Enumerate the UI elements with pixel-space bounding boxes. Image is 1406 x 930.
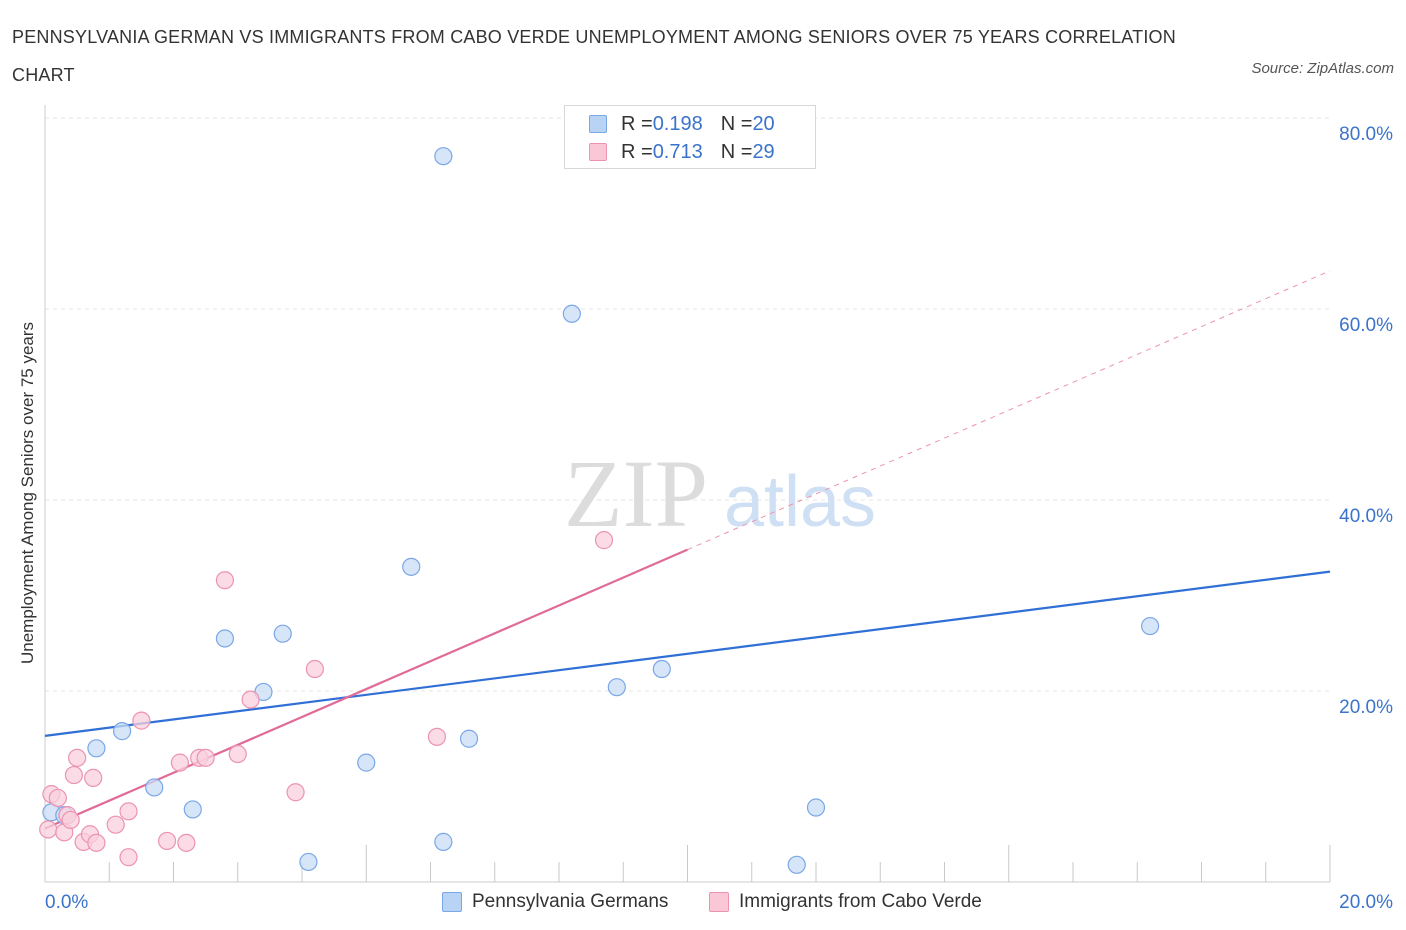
data-point-pennsylvania-germans [145,778,164,797]
data-point-cabo-verde [427,727,447,746]
trend-line-pennsylvania-germans [44,570,1331,737]
legend-swatch-pink [589,143,607,161]
watermark: ZIP atlas [564,440,876,547]
source-label: Source: ZipAtlas.com [1251,60,1394,77]
data-point-cabo-verde [64,765,84,785]
data-point-pennsylvania-germans [434,832,453,851]
data-point-cabo-verde [132,711,151,730]
data-point-pennsylvania-germans [357,753,376,772]
trend-lines [44,270,1331,830]
legend-label: Pennsylvania Germans [472,891,669,912]
tick-labels: 20.0% 40.0% 60.0% 80.0% 0.0% 20.0% [45,124,1393,913]
n-value: 29 [752,140,775,163]
data-point-cabo-verde [39,820,58,839]
data-points [39,147,1160,874]
data-point-cabo-verde [106,815,125,834]
gridlines [45,117,1330,692]
data-point-pennsylvania-germans [299,852,318,872]
n-label: N = [720,112,753,135]
x-tick-label-min: 0.0% [45,892,88,913]
n-value: 20 [752,112,775,135]
legend-item-pennsylvania-germans: Pennsylvania Germans [442,889,668,915]
data-point-cabo-verde [87,833,106,852]
y-tick-label: 40.0% [1339,506,1393,527]
data-point-pennsylvania-germans [112,722,132,741]
legend-row-pennsylvania: R = 0.198 N = 20 [589,112,775,136]
watermark-zip: ZIP [564,440,708,547]
r-value: 0.198 [652,112,703,135]
r-label: R = [621,140,653,163]
data-point-pennsylvania-germans [434,147,453,166]
legend-label: Immigrants from Cabo Verde [739,891,982,912]
r-value: 0.713 [652,140,703,163]
data-point-pennsylvania-germans [562,304,581,323]
trend-extension-cabo-verde [687,270,1331,551]
axes [44,105,1331,883]
data-point-cabo-verde [215,571,234,590]
legend-swatch-pink [709,892,729,912]
y-tick-label: 60.0% [1339,315,1393,336]
data-point-cabo-verde [157,831,177,851]
data-point-cabo-verde [241,690,260,709]
data-point-pennsylvania-germans [215,629,234,648]
y-tick-label: 20.0% [1339,697,1393,718]
data-point-cabo-verde [170,753,190,772]
legend-swatch-blue [442,892,462,912]
legend-row-cabo-verde: R = 0.713 N = 29 [589,140,775,164]
data-point-pennsylvania-germans [652,659,671,679]
legend-swatch-blue [589,115,607,133]
data-point-pennsylvania-germans [806,798,826,817]
data-point-cabo-verde [177,833,196,852]
data-point-pennsylvania-germans [183,800,202,819]
watermark-atlas: atlas [724,462,876,542]
y-tick-label: 80.0% [1339,124,1393,145]
data-point-cabo-verde [84,768,103,788]
data-point-pennsylvania-germans [787,855,806,874]
data-point-cabo-verde [228,744,247,764]
data-point-pennsylvania-germans [402,557,421,576]
data-point-cabo-verde [286,783,305,802]
data-point-cabo-verde [305,659,324,679]
data-point-cabo-verde [594,531,614,550]
n-label: N = [720,140,753,163]
chart-title: PENNSYLVANIA GERMAN VS IMMIGRANTS FROM C… [12,27,1176,85]
data-point-cabo-verde [48,788,67,808]
trend-line-cabo-verde [44,548,688,830]
correlation-legend: R = 0.198 N = 20 R = 0.713 N = 29 [564,105,816,169]
x-tick-label-max: 20.0% [1339,892,1393,913]
data-point-pennsylvania-germans [459,729,479,748]
data-point-pennsylvania-germans [1140,616,1160,636]
data-point-cabo-verde [196,748,215,767]
data-point-cabo-verde [119,848,138,867]
r-label: R = [621,112,653,135]
data-point-cabo-verde [119,802,138,821]
data-point-cabo-verde [61,810,80,830]
data-point-cabo-verde [68,748,87,767]
data-point-pennsylvania-germans [607,678,626,697]
legend-item-cabo-verde: Immigrants from Cabo Verde [709,889,982,915]
data-point-pennsylvania-germans [273,624,292,643]
data-point-pennsylvania-germans [87,739,106,758]
